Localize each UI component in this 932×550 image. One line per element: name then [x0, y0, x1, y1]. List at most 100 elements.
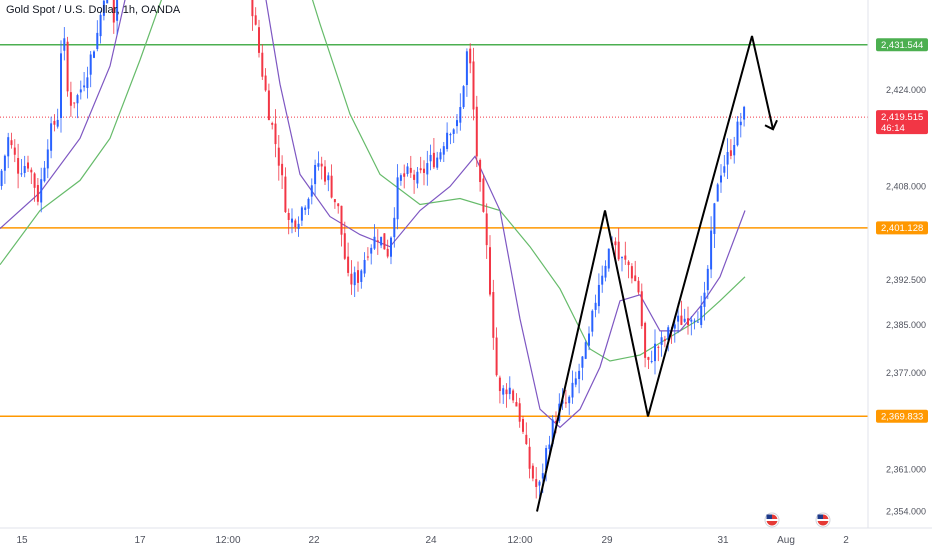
- candle-body: [43, 167, 46, 182]
- current-price-label: 2,419.515: [881, 112, 923, 123]
- candle-body: [518, 403, 521, 422]
- time-tick-label: 12:00: [507, 535, 532, 546]
- candle-body: [475, 106, 478, 157]
- candle-body: [581, 356, 584, 368]
- candle-body: [564, 402, 567, 404]
- candle-body: [472, 61, 475, 110]
- candle-body: [383, 233, 386, 250]
- candle-body: [644, 322, 647, 358]
- bar-countdown-label: 46:14: [881, 123, 905, 134]
- candle-body: [673, 324, 676, 329]
- candle-body: [528, 446, 531, 469]
- candle-body: [578, 370, 581, 380]
- candle-body: [693, 320, 696, 322]
- candle-body: [357, 270, 359, 283]
- price-tick-label: 2,377.000: [886, 368, 926, 378]
- candle-body: [291, 218, 293, 223]
- candle-body: [677, 315, 680, 322]
- candle-body: [449, 134, 452, 136]
- candle-body: [399, 175, 402, 181]
- candle-body: [86, 77, 89, 88]
- candle-body: [531, 465, 534, 479]
- candle-body: [330, 175, 333, 198]
- time-tick-label: 29: [601, 535, 613, 546]
- candle-body: [393, 217, 396, 238]
- price-tick-label: 2,347.000: [886, 549, 926, 550]
- time-tick-label: 17: [134, 535, 146, 546]
- candle-body: [630, 266, 633, 279]
- candle-body: [350, 273, 353, 285]
- us-flag-icon[interactable]: [815, 512, 831, 528]
- candle-body: [403, 173, 406, 177]
- candle-body: [30, 169, 33, 173]
- candle-body: [353, 272, 356, 286]
- price-tick-label: 2,424.000: [886, 85, 926, 95]
- candle-body: [690, 319, 693, 322]
- candle-body: [743, 106, 746, 120]
- candle-body: [96, 32, 99, 50]
- candle-body: [261, 52, 264, 77]
- time-axis[interactable]: 15 17 12:00 22 24 12:00 29 31 Aug 2: [16, 535, 849, 546]
- us-flag-icon[interactable]: [764, 512, 780, 528]
- candle-body: [680, 315, 683, 325]
- candle-body: [489, 247, 491, 295]
- candle-body: [258, 27, 260, 53]
- candle-body: [621, 257, 623, 259]
- price-tick-label: 2,408.000: [886, 181, 926, 191]
- candle-body: [446, 132, 449, 150]
- candle-body: [10, 140, 13, 146]
- candle-body: [33, 173, 36, 188]
- candle-body: [568, 396, 571, 404]
- candle-body: [436, 157, 439, 168]
- candle-body: [327, 175, 330, 181]
- price-axis[interactable]: 2,500.0002,490.0002,480.0002,470.0002,46…: [886, 0, 926, 550]
- candle-body: [27, 162, 29, 169]
- candle-body: [251, 0, 254, 17]
- candle-body: [574, 378, 577, 385]
- economic-events[interactable]: [764, 512, 831, 528]
- chart-title: Gold Spot / U.S. Dollar, 1h, OANDA: [6, 4, 181, 16]
- candle-body: [324, 166, 326, 182]
- candle-body: [337, 203, 340, 207]
- candle-body: [607, 248, 610, 269]
- moving-averages: [0, 0, 746, 429]
- candle-body: [683, 318, 686, 322]
- candle-body: [442, 146, 445, 155]
- candle-body: [594, 302, 597, 310]
- level-tag: [876, 221, 928, 235]
- candle-body: [591, 310, 594, 332]
- candle-body: [79, 89, 82, 93]
- candle-body: [482, 178, 485, 212]
- candle-body: [604, 265, 607, 278]
- candle-body: [0, 170, 3, 187]
- price-tick-label: 2,385.000: [886, 320, 926, 330]
- candle-body: [112, 0, 115, 23]
- candle-body: [264, 75, 267, 91]
- time-tick-label: 22: [308, 535, 320, 546]
- candle-body: [522, 419, 524, 432]
- candle-body: [545, 448, 548, 471]
- candle-body: [423, 168, 425, 173]
- candle-body: [89, 54, 92, 75]
- candle-body: [76, 95, 79, 104]
- candle-body: [647, 357, 650, 360]
- candle-body: [640, 291, 643, 327]
- zigzag-line[interactable]: [536, 35, 774, 512]
- candle-body: [69, 92, 72, 106]
- time-tick-label: 12:00: [215, 535, 240, 546]
- candle-body: [485, 213, 488, 246]
- zigzag-drawing[interactable]: [536, 35, 778, 512]
- candle-body: [571, 382, 574, 398]
- candle-body: [314, 164, 317, 185]
- candle-body: [706, 268, 709, 291]
- price-tick-label: 2,392.500: [886, 275, 926, 285]
- candle-body: [386, 248, 389, 257]
- candle-body: [597, 284, 600, 307]
- candle-body: [310, 185, 313, 197]
- candle-body: [627, 261, 630, 266]
- candle-body: [634, 275, 637, 282]
- candle-body: [429, 154, 432, 162]
- candle-body: [73, 102, 76, 104]
- candle-body: [413, 174, 416, 180]
